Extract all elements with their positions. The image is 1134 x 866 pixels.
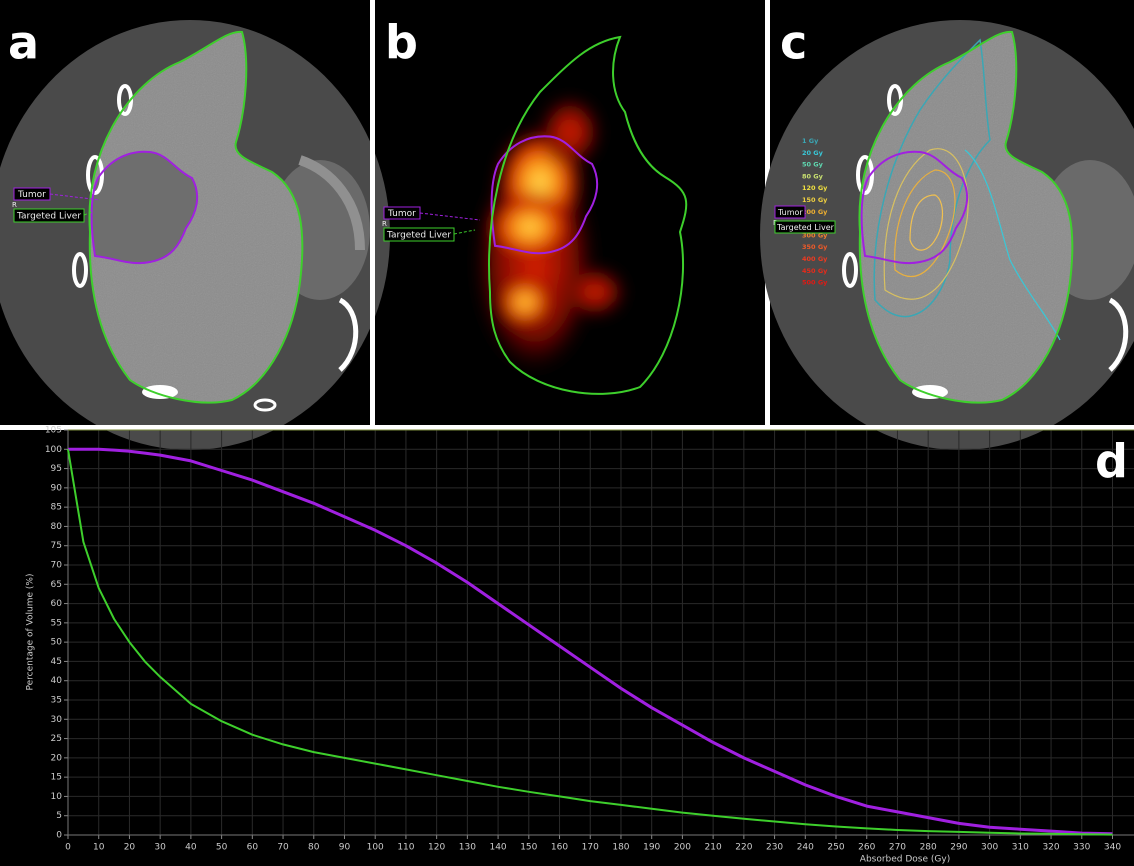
y-tick-label: 60	[51, 599, 63, 609]
dose-legend-entry: 120 Gy	[802, 184, 828, 192]
x-tick-label: 180	[612, 843, 629, 853]
x-tick-label: 30	[154, 843, 166, 853]
panel-b: Tumor R Targeted Liver b	[382, 16, 688, 395]
x-tick-label: 160	[551, 843, 568, 853]
x-tick-label: 130	[459, 843, 476, 853]
y-tick-label: 30	[51, 715, 63, 725]
y-tick-label: 95	[51, 464, 62, 474]
dose-legend-entry: 450 Gy	[802, 267, 828, 275]
dose-legend-entry: 1 Gy	[802, 137, 819, 145]
liver-tag: Targeted Liver	[386, 231, 451, 241]
x-axis-title: Absorbed Dose (Gy)	[860, 855, 950, 865]
liver-tag: Targeted Liver	[776, 223, 835, 232]
series-line	[67, 449, 1113, 836]
y-tick-label: 100	[45, 445, 62, 455]
x-tick-label: 330	[1073, 843, 1090, 853]
x-tick-label: 80	[308, 843, 320, 853]
x-tick-label: 260	[858, 843, 875, 853]
y-tick-label: 0	[56, 831, 62, 841]
panel-a: Tumor R Targeted Liver a	[0, 0, 390, 450]
x-tick-label: 230	[766, 843, 783, 853]
liver-tag: Targeted Liver	[16, 212, 81, 222]
dvh-chart: 0 5 10 15 20 25 30 35 40 45 50 55 60 65 70 75 80 85 90 95 10…	[26, 426, 1134, 865]
dose-legend: 1 Gy 20 Gy 50 Gy 80 Gy 120 Gy 150 Gy 200 Gy 300…	[802, 137, 828, 287]
x-tick-label: 320	[1042, 843, 1059, 853]
x-tick-label: 10	[93, 843, 105, 853]
x-tick-label: 120	[428, 843, 445, 853]
x-tick-label: 240	[797, 843, 814, 853]
x-tick-label: 220	[735, 843, 752, 853]
y-tick-label: 75	[51, 541, 62, 551]
y-tick-label: 25	[51, 734, 62, 744]
dose-legend-entry: 150 Gy	[802, 196, 828, 204]
dose-legend-entry: 500 Gy	[802, 279, 828, 287]
x-tick-label: 270	[889, 843, 906, 853]
x-tick-label: 40	[185, 843, 197, 853]
tumor-tag: Tumor	[777, 208, 803, 217]
x-tick-label: 340	[1104, 843, 1121, 853]
x-tick-label: 280	[920, 843, 937, 853]
dose-legend-entry: 300 Gy	[802, 231, 828, 239]
panel-label: b	[385, 16, 418, 70]
y-tick-label: 70	[51, 561, 63, 571]
divider	[0, 425, 1134, 430]
x-tick-label: 60	[247, 843, 259, 853]
panel-label: c	[780, 16, 807, 70]
y-tick-label: 15	[51, 773, 62, 783]
y-tick-label: 65	[51, 580, 62, 590]
y-tick-label: 5	[56, 811, 62, 821]
dose-legend-entry: 50 Gy	[802, 161, 824, 169]
x-tick-label: 50	[216, 843, 228, 853]
panel-c: 1 Gy 20 Gy 50 Gy 80 Gy 120 Gy 150 Gy 200 Gy 300…	[760, 16, 1134, 450]
series-line	[68, 447, 1113, 836]
y-tick-label: 55	[51, 618, 62, 628]
panel-label: a	[8, 16, 39, 70]
x-tick-label: 170	[582, 843, 599, 853]
x-tick-label: 310	[1012, 843, 1029, 853]
x-tick-label: 140	[489, 843, 506, 853]
dose-legend-entry: 20 Gy	[802, 149, 824, 157]
x-tick-label: 250	[827, 843, 844, 853]
tumor-tag: Tumor	[17, 190, 46, 200]
y-tick-label: 50	[51, 638, 63, 648]
y-tick-label: 40	[51, 676, 63, 686]
x-tick-label: 290	[950, 843, 967, 853]
panel-label: d	[1095, 435, 1128, 489]
x-tick-label: 200	[674, 843, 691, 853]
x-tick-label: 70	[277, 843, 289, 853]
y-tick-label: 35	[51, 696, 62, 706]
y-tick-label: 45	[51, 657, 62, 667]
x-tick-label: 190	[643, 843, 660, 853]
dose-legend-entry: 350 Gy	[802, 243, 828, 251]
y-tick-label: 85	[51, 503, 62, 513]
x-tick-label: 100	[367, 843, 384, 853]
tumor-tag: Tumor	[387, 209, 416, 219]
x-tick-label: 150	[520, 843, 537, 853]
dose-legend-entry: 80 Gy	[802, 172, 824, 180]
dose-legend-entry: 400 Gy	[802, 255, 828, 263]
y-axis-title: Percentage of Volume (%)	[26, 574, 36, 691]
y-tick-label: 10	[51, 792, 63, 802]
x-tick-label: 90	[339, 843, 351, 853]
x-tick-label: 20	[124, 843, 136, 853]
x-tick-label: 0	[65, 843, 71, 853]
x-tick-label: 300	[981, 843, 998, 853]
y-tick-label: 20	[51, 753, 63, 763]
x-tick-label: 210	[705, 843, 722, 853]
marker: R	[382, 220, 387, 228]
y-tick-label: 105	[45, 426, 62, 436]
y-tick-label: 90	[51, 483, 63, 493]
x-tick-label: 110	[397, 843, 414, 853]
marker: R	[12, 201, 17, 209]
divider	[370, 0, 375, 425]
y-tick-label: 80	[51, 522, 63, 532]
dose-legend-entry: 200 Gy	[802, 208, 828, 216]
